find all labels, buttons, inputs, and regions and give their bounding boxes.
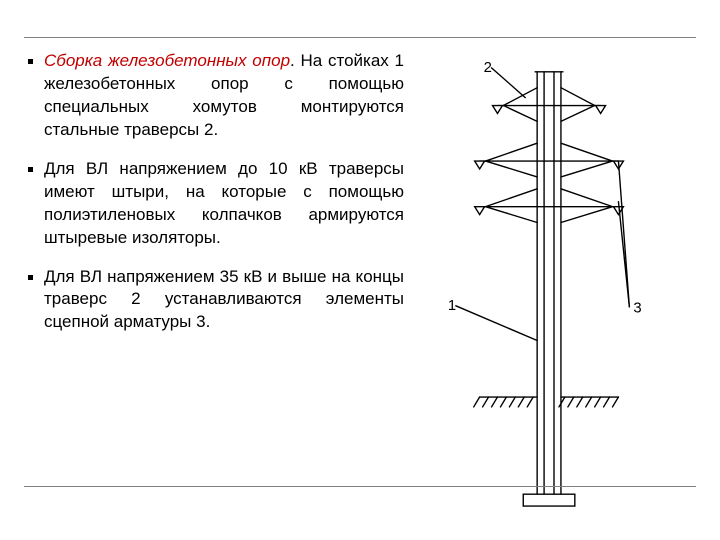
- rule-bottom: [24, 486, 696, 487]
- list-item: Для ВЛ напряжением до 10 кВ траверсы име…: [24, 158, 404, 250]
- list-item: Сборка железобетонных опор. На стойках 1…: [24, 50, 404, 142]
- svg-text:2: 2: [484, 60, 492, 76]
- lead-text: Сборка железобетонных опор: [44, 51, 290, 70]
- diagram-column: 1 2 3: [412, 50, 696, 480]
- body-text: Для ВЛ напряжением до 10 кВ траверсы име…: [44, 159, 404, 247]
- bullet-list: Сборка железобетонных опор. На стойках 1…: [24, 50, 404, 334]
- body-text: Для ВЛ напряжением 35 кВ и выше на концы…: [44, 267, 404, 332]
- content-row: Сборка железобетонных опор. На стойках 1…: [24, 50, 696, 480]
- list-item: Для ВЛ напряжением 35 кВ и выше на концы…: [24, 266, 404, 335]
- power-pole-diagram: 1 2 3: [429, 50, 679, 516]
- rule-top: [24, 37, 696, 38]
- text-column: Сборка железобетонных опор. На стойках 1…: [24, 50, 412, 480]
- svg-text:3: 3: [633, 301, 641, 317]
- svg-text:1: 1: [448, 298, 456, 314]
- slide: Сборка железобетонных опор. На стойках 1…: [0, 0, 720, 540]
